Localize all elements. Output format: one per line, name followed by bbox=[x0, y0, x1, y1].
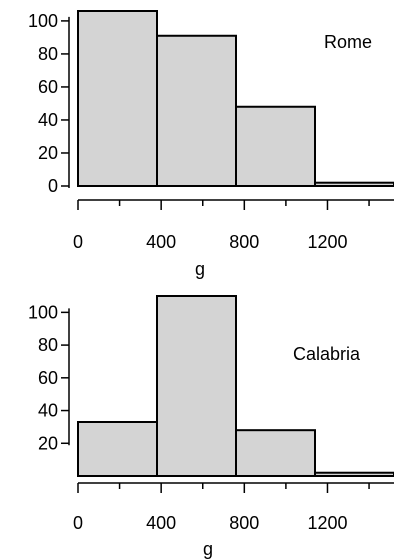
y-tick-label: 100 bbox=[28, 302, 58, 322]
histogram-calabria: Calabria g 20 40 60 80 100 0 400 800 1200 bbox=[28, 295, 394, 559]
y-tick-label: 100 bbox=[28, 11, 58, 31]
x-tick-label: 0 bbox=[73, 513, 83, 533]
x-axis-label-rome: g bbox=[195, 259, 205, 279]
x-tick-label: 0 bbox=[73, 232, 83, 252]
x-axis-label-calabria: g bbox=[203, 539, 213, 559]
y-tick-label: 40 bbox=[38, 110, 58, 130]
x-tick-label: 400 bbox=[146, 232, 176, 252]
y-tick-label: 40 bbox=[38, 401, 58, 421]
x-tick-label: 800 bbox=[229, 232, 259, 252]
histogram-bar bbox=[235, 429, 316, 478]
histogram-bar bbox=[156, 34, 237, 188]
histogram-rome: Rome g 0 20 40 60 80 100 0 400 800 1200 bbox=[28, 10, 394, 279]
x-tick-label: 800 bbox=[229, 513, 259, 533]
histogram-bar bbox=[77, 10, 158, 187]
y-tick-label: 20 bbox=[38, 433, 58, 453]
y-tick-label: 20 bbox=[38, 143, 58, 163]
y-tick-label: 60 bbox=[38, 77, 58, 97]
histogram-bar bbox=[235, 105, 316, 187]
histogram-bar bbox=[77, 421, 158, 477]
histogram-bar bbox=[314, 181, 394, 188]
panel-label-rome: Rome bbox=[324, 32, 372, 52]
y-tick-label: 60 bbox=[38, 368, 58, 388]
x-tick-label: 1200 bbox=[307, 513, 347, 533]
x-tick-label: 1200 bbox=[307, 232, 347, 252]
y-tick-label: 0 bbox=[48, 176, 58, 196]
histogram-bar bbox=[156, 295, 237, 477]
panel-label-calabria: Calabria bbox=[293, 344, 361, 364]
y-tick-label: 80 bbox=[38, 335, 58, 355]
histogram-bar bbox=[314, 471, 394, 477]
y-tick-label: 80 bbox=[38, 44, 58, 64]
x-tick-label: 400 bbox=[146, 513, 176, 533]
